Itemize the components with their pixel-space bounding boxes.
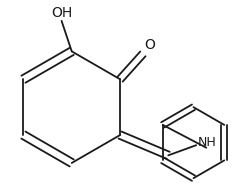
Text: NH: NH	[198, 136, 216, 149]
Text: O: O	[144, 38, 155, 52]
Text: OH: OH	[51, 6, 72, 20]
